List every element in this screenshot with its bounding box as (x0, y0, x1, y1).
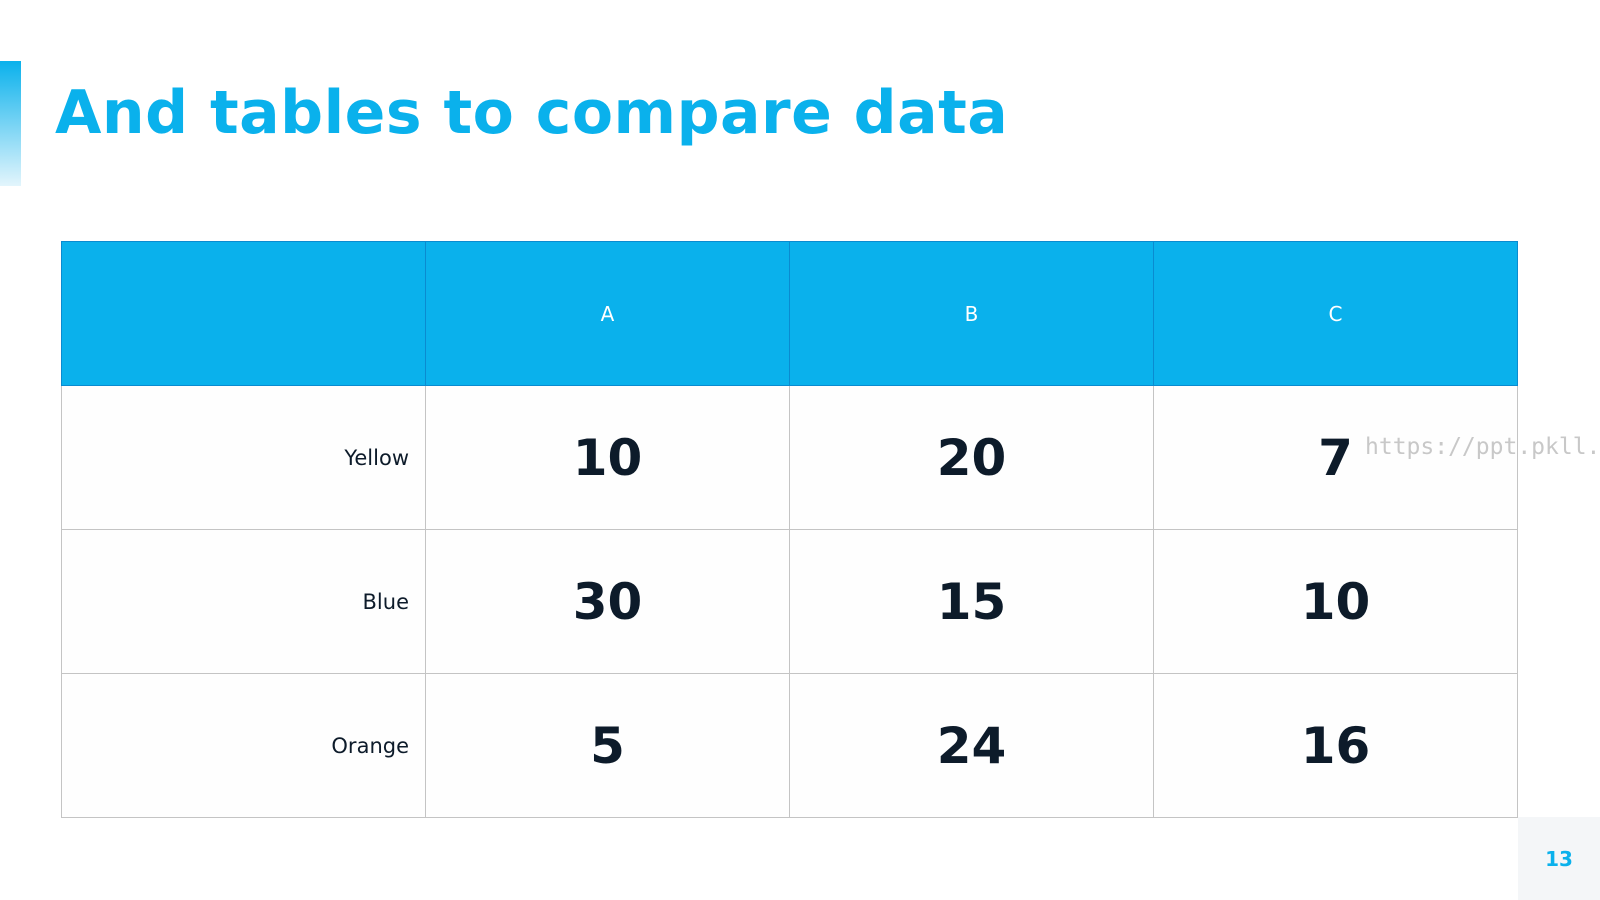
column-header: C (1153, 241, 1518, 386)
value-cell: 16 (1153, 673, 1518, 818)
value-cell: 15 (789, 529, 1154, 674)
row-label: Blue (61, 529, 426, 674)
row-label: Yellow (61, 385, 426, 530)
page-number: 13 (1545, 846, 1573, 871)
slide-title: And tables to compare data (55, 78, 1009, 148)
table-row: Yellow 10 20 7 (61, 385, 1518, 530)
page-number-box: 13 (1518, 817, 1600, 900)
column-header: A (425, 241, 790, 386)
value-cell: 10 (1153, 529, 1518, 674)
column-header: B (789, 241, 1154, 386)
table-row: Blue 30 15 10 (61, 529, 1518, 674)
table-row: Orange 5 24 16 (61, 673, 1518, 818)
value-cell: 7 (1153, 385, 1518, 530)
value-cell: 24 (789, 673, 1154, 818)
corner-cell (61, 241, 426, 386)
value-cell: 20 (789, 385, 1154, 530)
watermark: https://ppt.pkll.de (1365, 434, 1600, 460)
accent-bar (0, 61, 21, 186)
value-cell: 30 (425, 529, 790, 674)
value-cell: 5 (425, 673, 790, 818)
value-cell: 10 (425, 385, 790, 530)
table-body: Yellow 10 20 7 Blue 30 15 10 Orange 5 24 16 (61, 385, 1518, 818)
row-label: Orange (61, 673, 426, 818)
